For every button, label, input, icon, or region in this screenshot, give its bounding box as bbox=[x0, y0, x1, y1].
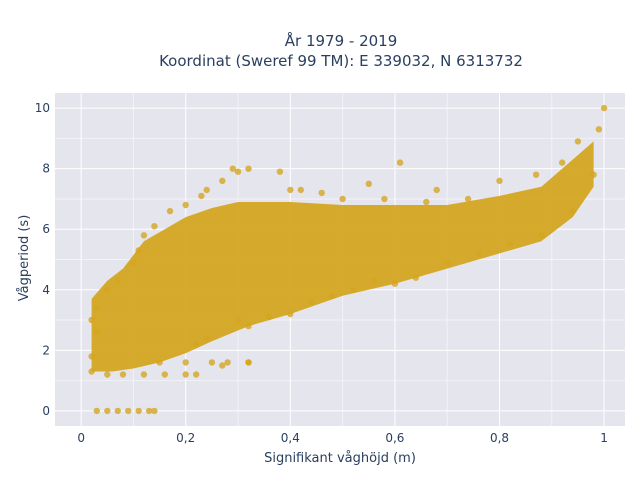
data-point bbox=[104, 286, 111, 293]
data-point bbox=[229, 165, 236, 172]
x-tick-label: 0,2 bbox=[176, 431, 195, 445]
data-point bbox=[104, 371, 111, 378]
data-point bbox=[88, 353, 95, 360]
y-tick-label: 4 bbox=[42, 283, 50, 297]
data-point bbox=[130, 259, 137, 266]
data-point bbox=[208, 359, 216, 366]
data-point bbox=[145, 407, 153, 415]
data-point bbox=[93, 304, 101, 312]
data-point bbox=[193, 341, 200, 348]
data-point bbox=[506, 241, 514, 248]
data-point bbox=[135, 407, 142, 415]
y-tick-label: 6 bbox=[42, 222, 50, 236]
data-point bbox=[538, 232, 545, 239]
x-tick-label: 0 bbox=[77, 431, 85, 445]
y-tick-label: 0 bbox=[42, 404, 50, 418]
data-point bbox=[412, 274, 419, 281]
y-tick-label: 2 bbox=[42, 343, 50, 357]
data-point bbox=[396, 159, 404, 166]
data-point bbox=[569, 207, 576, 215]
data-point bbox=[161, 371, 168, 378]
data-point bbox=[151, 223, 158, 230]
data-point bbox=[590, 171, 597, 178]
x-axis-title: Signifikant våghöjd (m) bbox=[264, 451, 416, 466]
data-point bbox=[297, 186, 304, 194]
data-point bbox=[329, 292, 336, 299]
data-point bbox=[219, 362, 226, 369]
data-point bbox=[156, 359, 163, 366]
data-point bbox=[203, 186, 210, 194]
data-point bbox=[182, 359, 189, 366]
data-point bbox=[308, 298, 315, 306]
data-point bbox=[114, 407, 122, 415]
data-point bbox=[339, 195, 346, 203]
data-point bbox=[391, 280, 399, 287]
data-point bbox=[475, 250, 482, 257]
data-point bbox=[464, 195, 472, 203]
data-point bbox=[365, 180, 372, 187]
data-point bbox=[574, 138, 582, 145]
data-point bbox=[135, 247, 142, 254]
dense-point-cloud bbox=[91, 141, 594, 372]
y-tick-label: 8 bbox=[42, 162, 50, 176]
data-point bbox=[182, 201, 189, 209]
data-point bbox=[287, 186, 294, 194]
data-point bbox=[266, 313, 273, 321]
data-point bbox=[559, 159, 566, 166]
data-point bbox=[370, 277, 378, 284]
data-point bbox=[125, 407, 132, 415]
data-point bbox=[381, 195, 388, 203]
data-point bbox=[444, 259, 451, 266]
x-tick-label: 1 bbox=[600, 431, 608, 445]
data-point bbox=[287, 310, 294, 318]
x-tick-label: 0,8 bbox=[490, 431, 509, 445]
data-point bbox=[349, 286, 357, 293]
data-point bbox=[318, 189, 325, 197]
data-point bbox=[219, 177, 226, 184]
data-point bbox=[532, 171, 540, 178]
data-point bbox=[600, 104, 608, 112]
data-point bbox=[104, 407, 111, 415]
data-point bbox=[88, 316, 95, 324]
x-tick-label: 0,6 bbox=[385, 431, 404, 445]
data-point bbox=[234, 168, 242, 175]
y-axis-title: Vågperiod (s) bbox=[17, 215, 32, 302]
chart-title-line-1: År 1979 - 2019 bbox=[285, 31, 398, 50]
data-point bbox=[182, 371, 189, 378]
data-point bbox=[140, 371, 148, 378]
data-point bbox=[203, 335, 210, 342]
y-tick-label: 10 bbox=[35, 101, 50, 115]
data-point bbox=[93, 329, 101, 336]
data-point bbox=[140, 232, 148, 239]
data-point bbox=[234, 316, 242, 324]
data-point bbox=[88, 368, 95, 375]
data-point bbox=[151, 407, 158, 415]
points-layer bbox=[88, 104, 608, 415]
data-point bbox=[93, 407, 101, 415]
data-point bbox=[423, 198, 430, 206]
chart-title-line-2: Koordinat (Sweref 99 TM): E 339032, N 63… bbox=[159, 52, 523, 70]
data-point bbox=[224, 359, 231, 366]
ticks-layer: 0 2 4 6 8 10 0 0,2 0,4 0,6 0,8 1 bbox=[35, 101, 608, 445]
data-point bbox=[245, 322, 252, 330]
data-point bbox=[433, 186, 440, 194]
data-point bbox=[114, 277, 122, 284]
data-point bbox=[119, 371, 127, 378]
data-point bbox=[193, 371, 200, 378]
data-point bbox=[166, 207, 174, 215]
data-point bbox=[198, 192, 205, 200]
data-point bbox=[496, 177, 503, 184]
x-tick-label: 0,4 bbox=[281, 431, 300, 445]
data-point bbox=[245, 359, 252, 366]
data-point bbox=[276, 168, 284, 175]
data-point bbox=[245, 165, 252, 172]
data-point bbox=[595, 126, 603, 133]
